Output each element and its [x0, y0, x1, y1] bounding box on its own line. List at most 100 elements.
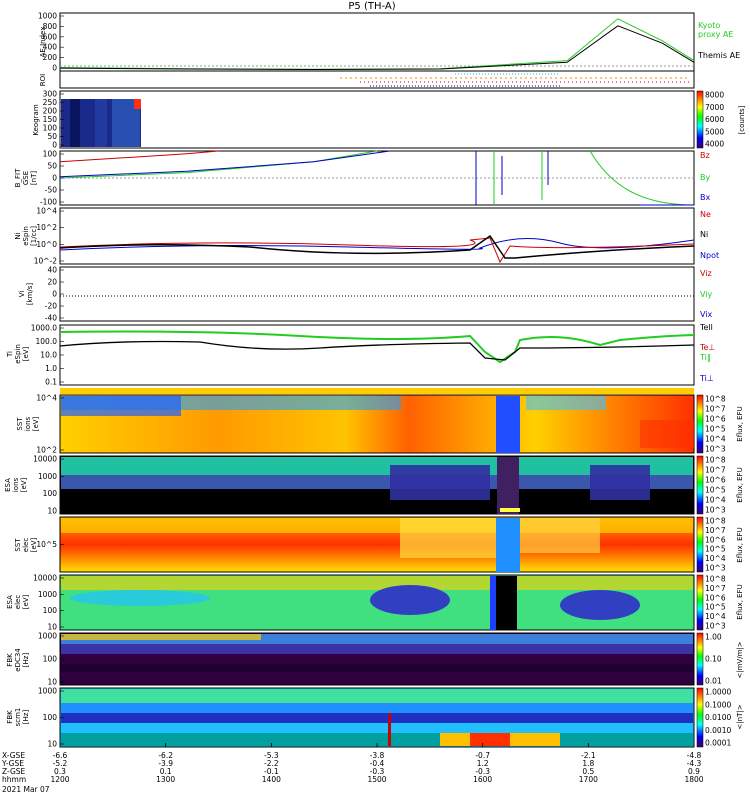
esa-electrons-y-tick: 10000 — [33, 574, 57, 583]
fbk-bfield-y-tick-labels: 1000 100 10 — [38, 687, 64, 749]
sst-ions-colorbar — [696, 394, 704, 454]
esa-ions-cb-tick: 10^6 — [705, 476, 726, 485]
keogram-y-tick: 50 — [47, 132, 57, 141]
sst-ions-colorbar-ticks: 10^810^710^610^510^410^3 — [705, 395, 726, 454]
keogram-cb-tick: 5000 — [705, 127, 724, 136]
themis-ae-line — [59, 25, 695, 71]
ae-y-tick: 600 — [43, 32, 58, 41]
keogram-y-tick: 0 — [52, 141, 57, 150]
sst-electrons-ylabel-2: elec — [22, 538, 30, 553]
sst-ions-y-tick: 10^4 — [36, 394, 57, 403]
sst-electrons-cb-tick: 10^3 — [705, 564, 726, 573]
esa-ions-cb-tick: 10^4 — [705, 496, 726, 505]
esa-ions-y-tick: 10000 — [33, 455, 57, 464]
sst-electrons-cb-tick: 10^8 — [705, 517, 726, 526]
velocity-y-tick-labels: 40 20 0 -20 -40 — [45, 266, 64, 323]
x-tick-label: 1400 — [262, 775, 281, 784]
keogram-y-tick: 150 — [43, 115, 58, 124]
bfield-y-tick: 50 — [47, 162, 57, 171]
keogram-colorbar-ticks: 8000 7000 6000 5000 4000 — [705, 91, 724, 149]
esa-electrons-cb-tick: 10^4 — [705, 612, 726, 621]
legend-themis-ae: Themis AE — [697, 51, 740, 60]
esa-electrons-y-tick: 1000 — [38, 590, 57, 599]
keogram-ylabel: Keogram — [32, 104, 40, 135]
panel-fbk-efield: 1000 100 10 FBK eDC34 [Hz] 1.00 0.10 0.01 <|… — [6, 632, 744, 687]
x-tick-label: 1600 — [473, 775, 492, 784]
density-y-tick: 10^0 — [36, 240, 57, 249]
x-tick-label: -6.2 — [158, 751, 173, 760]
density-ylabel-2: eSpin — [22, 226, 30, 246]
sst-ions-y-tick-labels: 10^4 10^2 — [36, 394, 64, 455]
velocity-y-tick: -40 — [45, 314, 57, 323]
esa-ions-colorbar-ticks: 10^810^710^610^510^410^3 — [705, 456, 726, 515]
ae-y-tick: 0 — [52, 64, 57, 73]
temperature-ylabel-3: [eV] — [22, 346, 30, 361]
x-tick-label: -2.2 — [264, 759, 279, 768]
legend-npot: Npot — [700, 251, 719, 260]
legend-ne: Ne — [700, 210, 711, 219]
legend-viy: Viy — [700, 290, 713, 299]
esa-ions-cb-tick: 10^8 — [705, 456, 726, 465]
fbk-efield-colorbar-ticks: 1.00 0.10 0.01 — [705, 633, 722, 686]
sst-electrons-colorbar-ticks: 10^810^710^610^510^410^3 — [705, 517, 726, 573]
keogram-y-tick: 250 — [43, 98, 58, 107]
temperature-y-tick: 0.1 — [45, 378, 57, 387]
fbk-bfield-colorbar-unit: <|nT|> — [736, 704, 744, 729]
esa-ions-y-tick: 1000 — [38, 472, 57, 481]
temperature-ylabel-2: eSpin — [14, 344, 22, 364]
xaxis-row-label-hhmm: hhmm — [2, 775, 26, 784]
esa-ions-colorbar — [696, 455, 704, 515]
bfield-y-tick: 100 — [43, 150, 58, 159]
plot-date: 2021 Mar 07 — [2, 785, 50, 794]
bfield-ylabel-1: B_FIT — [14, 168, 22, 187]
fbk-efield-ylabel-1: FBK — [6, 653, 14, 667]
keogram-cb-tick: 8000 — [705, 91, 724, 100]
esa-electrons-colorbar — [696, 574, 704, 631]
bfield-y-tick: 0 — [52, 174, 57, 183]
fbk-bfield-cb-tick: 1.0000 — [705, 688, 731, 697]
sst-electrons-colorbar-unit: Eflux, EFU — [736, 527, 744, 562]
bfield-ylabel-2: GSE — [22, 171, 30, 185]
x-tick-label: -4.3 — [687, 759, 702, 768]
fbk-bfield-cb-tick: 0.0100 — [705, 713, 731, 722]
panel-fbk-bfield: 1000 100 10 FBK scm1 [Hz] 1.0000 0.1000 0.01… — [6, 687, 744, 749]
keogram-y-tick: 200 — [43, 107, 58, 116]
velocity-ylabel-2: [km/s] — [26, 283, 34, 306]
panel-sst-electrons: 10^5 SST elec [eV] 10^810^710^610^510^41… — [14, 516, 744, 573]
density-y-tick: 10^2 — [36, 223, 57, 232]
ae-y-tick: 400 — [43, 43, 58, 52]
sst-ions-ylabel-2: ions — [24, 416, 32, 431]
fbk-bfield-colorbar — [696, 687, 704, 748]
keogram-colorbar-unit: [counts] — [738, 105, 746, 134]
x-tick-label: -6.6 — [53, 751, 68, 760]
esa-ions-cb-tick: 10^3 — [705, 506, 726, 515]
esa-ions-y-tick: 100 — [43, 489, 58, 498]
panel-sst-ions: 10^410^2 SST ions [eV] 10^810^710^610^51… — [16, 394, 744, 455]
esa-electrons-y-tick-labels: 10000 1000 100 10 — [33, 574, 64, 632]
fbk-efield-colorbar-unit: <|mV/m|> — [736, 641, 744, 678]
fbk-efield-y-tick: 1000 — [38, 632, 57, 641]
xaxis-row-label-zgse: Z-GSE — [2, 767, 26, 776]
esa-electrons-ylabel-1: ESA — [6, 595, 14, 609]
density-y-tick: 10^-2 — [34, 257, 58, 266]
legend-tipar: Ti‖ — [699, 353, 711, 362]
density-ylabel-1: Ni — [14, 232, 22, 239]
keogram-y-tick: 100 — [43, 124, 58, 133]
bfield-y-tick: -100 — [40, 198, 57, 207]
fbk-bfield-y-tick: 1000 — [38, 687, 57, 696]
x-tick-label: 0.5 — [582, 767, 594, 776]
velocity-y-tick: 0 — [52, 290, 57, 299]
fbk-bfield-cb-tick: 0.0001 — [705, 739, 731, 748]
x-tick-label: -0.7 — [475, 751, 490, 760]
x-tick-label: 0.9 — [688, 767, 700, 776]
sst-electrons-y-tick: 10^5 — [36, 540, 57, 549]
esa-ions-ylabel-1: ESA — [4, 478, 12, 492]
temperature-y-tick: 1.0 — [45, 364, 57, 373]
x-tick-label: -5.2 — [53, 759, 68, 768]
panel-density: 10^410^210^010^-2 Ni eSpin [1/cc] Ne Ni … — [14, 207, 719, 266]
